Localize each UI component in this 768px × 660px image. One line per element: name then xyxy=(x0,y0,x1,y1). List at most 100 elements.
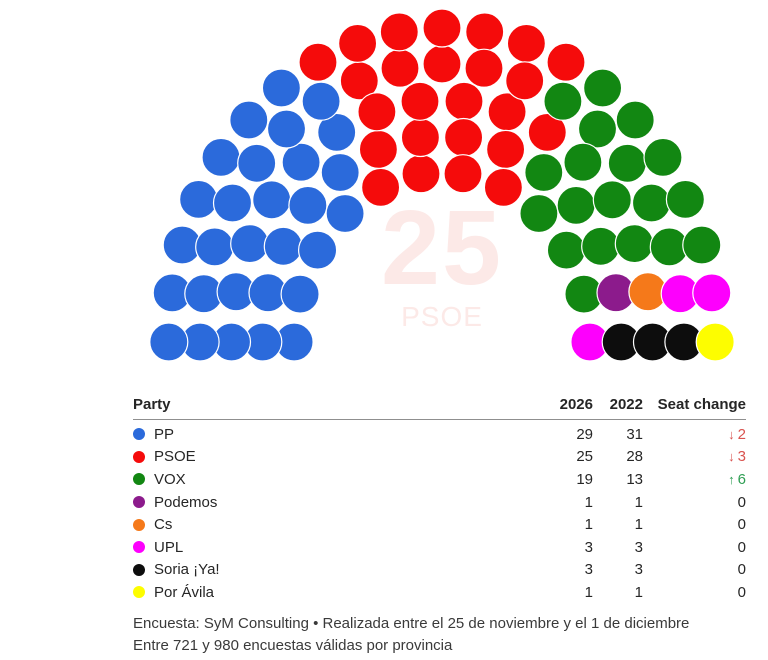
seat-vox xyxy=(546,230,587,270)
seats-2026-value: 3 xyxy=(584,538,593,556)
seats-2026-value: 1 xyxy=(584,493,593,511)
seat-psoe xyxy=(400,81,440,121)
seat-pp xyxy=(325,193,365,234)
party-color-dot xyxy=(133,473,145,486)
results-table: Party 2026 2022 Seat change PP 29 31 ↓ 2 PSOE… xyxy=(133,396,746,604)
seat-psoe xyxy=(465,12,505,52)
seats-2022-value: 28 xyxy=(626,448,643,466)
seats-2022-value: 3 xyxy=(634,561,643,579)
seats-2022-value: 1 xyxy=(634,516,643,534)
parliament-chart: 25 PSOE xyxy=(149,8,735,362)
seat-change-value: 0 xyxy=(737,583,746,601)
source-line-1: Encuesta: SyM Consulting • Realizada ent… xyxy=(133,615,690,632)
seat-change-value: ↓ 2 xyxy=(643,426,746,443)
seats-2026-value: 29 xyxy=(576,425,593,443)
seats-2022-value: 1 xyxy=(634,583,643,601)
seat-psoe xyxy=(400,117,440,158)
seat-change-value: ↓ 3 xyxy=(643,448,746,465)
arrow-down-icon: ↓ xyxy=(728,426,735,442)
arrow-down-icon: ↓ xyxy=(728,449,735,465)
party-name: PP xyxy=(154,425,175,443)
seat-vox xyxy=(615,100,655,140)
seat-pp xyxy=(280,274,320,314)
seat-vox xyxy=(577,109,618,149)
seat-psoe xyxy=(401,154,441,194)
seat-pp xyxy=(230,224,270,264)
table-row: Podemos 1 1 0 xyxy=(133,491,746,514)
seat-psoe xyxy=(546,42,586,82)
party-name: UPL xyxy=(154,538,184,556)
seat-change-value: 0 xyxy=(737,561,746,579)
seat-vox xyxy=(614,224,654,264)
source-note: Encuesta: SyM Consulting • Realizada ent… xyxy=(133,613,689,657)
seat-psoe xyxy=(443,154,483,194)
seat-psoe xyxy=(422,8,462,48)
seat-pp xyxy=(195,227,235,267)
seat-psoe xyxy=(298,42,338,82)
party-name: Podemos xyxy=(154,493,218,511)
seats-2026-value: 19 xyxy=(576,470,593,488)
seat-pp xyxy=(281,142,321,182)
seat-psoe xyxy=(380,48,420,88)
seat-pp xyxy=(252,180,292,220)
seat-psoe xyxy=(444,117,484,158)
seat-psoe xyxy=(444,81,484,121)
table-row: Por Ávila 1 1 0 xyxy=(133,581,746,604)
seat-pp xyxy=(317,112,357,152)
seat-psoe xyxy=(505,61,545,101)
seat-vox xyxy=(665,179,706,219)
seats-2022-value: 31 xyxy=(626,425,643,443)
seat-psoe xyxy=(464,48,504,88)
party-color-dot xyxy=(133,428,145,441)
table-row: PSOE 25 28 ↓ 3 xyxy=(133,446,746,469)
party-name: Cs xyxy=(154,516,173,534)
seat-pp xyxy=(229,100,269,140)
party-color-dot xyxy=(133,450,145,463)
seat-pp xyxy=(237,143,277,183)
seats-2026-value: 3 xyxy=(584,561,593,579)
seat-change-value: ↑ 6 xyxy=(643,471,746,488)
seats-2022-value: 13 xyxy=(626,470,643,488)
party-cell: Podemos xyxy=(133,494,523,511)
seat-psoe xyxy=(357,92,397,132)
seat-change-value: 0 xyxy=(737,493,746,511)
seats-2026-value: 1 xyxy=(584,516,593,534)
party-name: Soria ¡Ya! xyxy=(154,561,220,579)
table-row: UPL 3 3 0 xyxy=(133,536,746,559)
seats-2026-value: 25 xyxy=(576,448,593,466)
table-row: Soria ¡Ya! 3 3 0 xyxy=(133,559,746,582)
seat-pp xyxy=(201,137,241,177)
arrow-up-icon: ↑ xyxy=(728,471,735,487)
table-row: VOX 19 13 ↑ 6 xyxy=(133,468,746,491)
party-name: PSOE xyxy=(154,448,196,466)
seat-pp xyxy=(288,185,328,225)
party-color-dot xyxy=(133,541,145,554)
table-row: Cs 1 1 0 xyxy=(133,513,746,536)
seat-vox xyxy=(592,180,632,220)
party-cell: PSOE xyxy=(133,448,523,465)
seat-por-vila xyxy=(695,322,735,362)
party-color-dot xyxy=(133,563,145,576)
party-color-dot xyxy=(133,496,145,509)
party-color-dot xyxy=(133,518,145,531)
seat-pp xyxy=(298,230,338,270)
party-cell: Cs xyxy=(133,516,523,533)
seat-vox xyxy=(643,137,683,177)
party-cell: UPL xyxy=(133,539,523,556)
source-line-2: Entre 721 y 980 encuestas válidas por pr… xyxy=(133,637,453,654)
header-seat-change: Seat change xyxy=(657,396,746,413)
seat-vox xyxy=(631,183,672,223)
seat-psoe xyxy=(527,112,567,152)
seat-pp xyxy=(149,322,189,362)
party-name: VOX xyxy=(154,470,186,488)
header-2026: 2026 xyxy=(559,396,593,413)
seat-vox xyxy=(682,225,722,265)
seat-pp xyxy=(266,109,307,149)
seat-vox xyxy=(582,68,623,108)
party-color-dot xyxy=(133,586,145,599)
hemicycle-seats xyxy=(149,8,735,362)
seat-psoe xyxy=(506,23,547,64)
change-number: 6 xyxy=(737,470,746,488)
seat-vox xyxy=(556,185,596,225)
